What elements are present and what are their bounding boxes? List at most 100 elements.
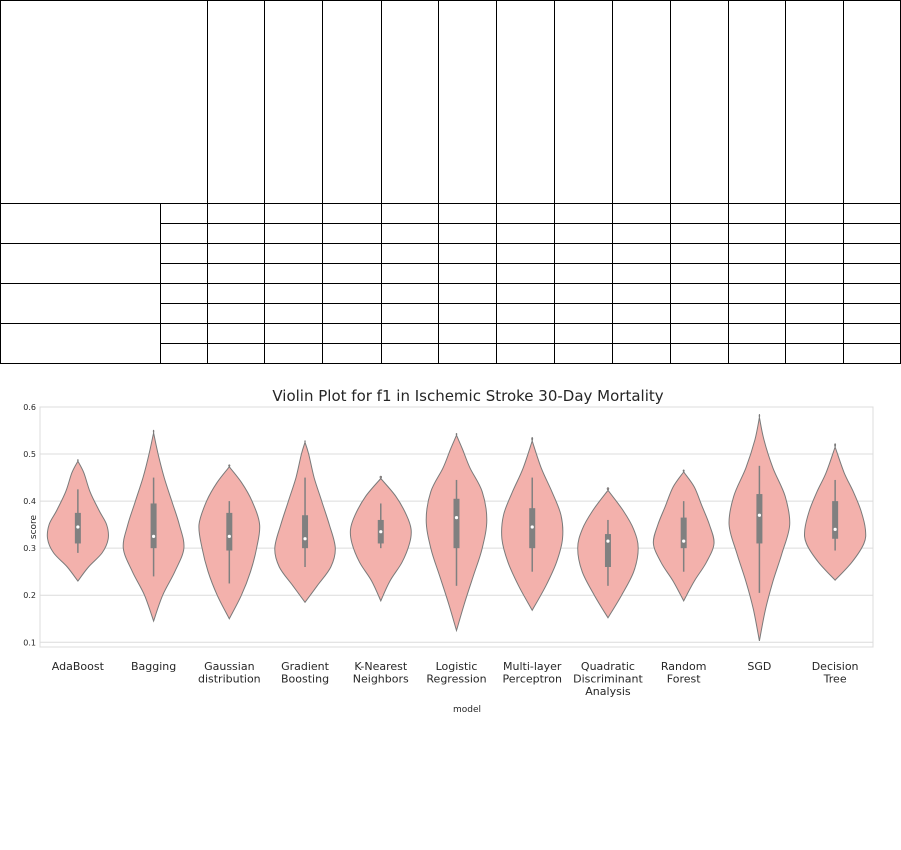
table-cell xyxy=(438,303,498,324)
y-axis-label: score xyxy=(29,514,39,539)
table-cell xyxy=(669,223,729,244)
x-tick-label: Gaussian distribution xyxy=(198,660,261,686)
table-group-cell xyxy=(0,243,161,284)
table-row xyxy=(1,263,901,284)
table-cell xyxy=(496,323,555,344)
x-tick-line: Gaussian xyxy=(204,660,254,673)
violins xyxy=(46,414,867,641)
table-cell xyxy=(727,303,787,324)
y-tick-label: 0.4 xyxy=(23,497,36,506)
table-cell xyxy=(612,283,671,304)
table-cell xyxy=(727,343,787,364)
table-cell xyxy=(206,283,266,304)
table-cell xyxy=(842,323,901,344)
table-cell xyxy=(785,323,844,344)
violin-median xyxy=(76,525,80,529)
table-group-cell xyxy=(0,283,161,324)
x-tick-line: Multi-layer xyxy=(503,660,562,673)
table-cell xyxy=(553,263,614,284)
violin-median xyxy=(454,515,459,520)
table-header-cell xyxy=(785,0,844,204)
x-tick-line: SGD xyxy=(747,660,771,673)
table-cell xyxy=(669,343,729,364)
table-cell xyxy=(669,263,729,284)
table-cell xyxy=(380,263,440,284)
table-group-cell xyxy=(0,323,161,364)
y-tick-label: 0.1 xyxy=(23,638,36,647)
table-cell xyxy=(380,243,440,264)
table-cell xyxy=(842,263,901,284)
table-cell xyxy=(785,243,844,264)
table-cell xyxy=(206,343,266,364)
table-cell xyxy=(380,303,440,324)
table-cell xyxy=(159,263,208,284)
table-cell xyxy=(380,223,440,244)
table-cell xyxy=(206,263,266,284)
x-tick-line: Discriminant xyxy=(573,673,643,686)
x-tick-label: K-Nearest Neighbors xyxy=(353,660,409,686)
y-tick-label: 0.6 xyxy=(23,403,36,412)
table-cell xyxy=(264,303,324,324)
table-cell xyxy=(785,203,844,224)
table-cell xyxy=(380,343,440,364)
table-cell xyxy=(322,263,382,284)
table-cell xyxy=(785,263,844,284)
table-cell xyxy=(496,223,555,244)
table-row xyxy=(1,303,901,324)
table-header-cell xyxy=(0,0,208,204)
table-cell xyxy=(496,263,555,284)
x-tick-label: Multi-layer Perceptron xyxy=(503,660,562,686)
table-cell xyxy=(553,203,614,224)
table-cell xyxy=(553,303,614,324)
table-cell xyxy=(380,323,440,344)
table-cell xyxy=(553,343,614,364)
table-cell xyxy=(669,243,729,264)
x-tick-line: Logistic xyxy=(436,660,478,673)
x-tick-line: distribution xyxy=(198,673,261,686)
table-cell xyxy=(553,243,614,264)
x-tick-line: Neighbors xyxy=(353,673,409,686)
x-tick-line: Perceptron xyxy=(503,673,562,686)
table-row xyxy=(1,223,901,244)
violin-box xyxy=(604,534,611,567)
table-cell xyxy=(727,243,787,264)
violin-median xyxy=(227,534,231,539)
table-cell xyxy=(727,283,787,304)
table-cell xyxy=(159,223,208,244)
y-tick-label: 0.3 xyxy=(23,544,36,553)
table-cell xyxy=(669,303,729,324)
table-cell xyxy=(206,243,266,264)
table-cell xyxy=(322,243,382,264)
table-cell xyxy=(438,203,498,224)
table-row xyxy=(0,283,901,324)
table-group-cell xyxy=(0,203,161,244)
table-cell xyxy=(380,203,440,224)
table-header-cell xyxy=(727,0,787,204)
x-tick-line: Tree xyxy=(823,673,847,686)
table-cell xyxy=(206,203,266,224)
table-cell xyxy=(785,303,844,324)
violin-median xyxy=(303,537,307,541)
table-cell xyxy=(612,223,671,244)
x-axis-ticks: AdaBoost Bagging Gaussian distribution Gradi… xyxy=(52,660,859,698)
table-cell xyxy=(496,303,555,324)
table-cell xyxy=(438,323,498,344)
table-cell xyxy=(159,303,208,324)
data-table-wrapper xyxy=(0,0,901,364)
table-header-cell xyxy=(438,0,498,204)
table-cell xyxy=(612,243,671,264)
table-header-cell xyxy=(553,0,614,204)
table-cell xyxy=(727,323,787,344)
violin-median xyxy=(530,525,534,529)
table-cell xyxy=(322,323,382,344)
table-cell xyxy=(669,203,729,224)
violin-box xyxy=(150,503,157,549)
x-tick-line: Analysis xyxy=(585,685,631,698)
table-cell xyxy=(785,283,844,304)
table-cell xyxy=(727,263,787,284)
x-axis-label: model xyxy=(453,705,481,715)
table-cell xyxy=(842,203,901,224)
x-tick-label: AdaBoost xyxy=(52,660,105,673)
table-cell xyxy=(380,283,440,304)
table-cell xyxy=(322,303,382,324)
